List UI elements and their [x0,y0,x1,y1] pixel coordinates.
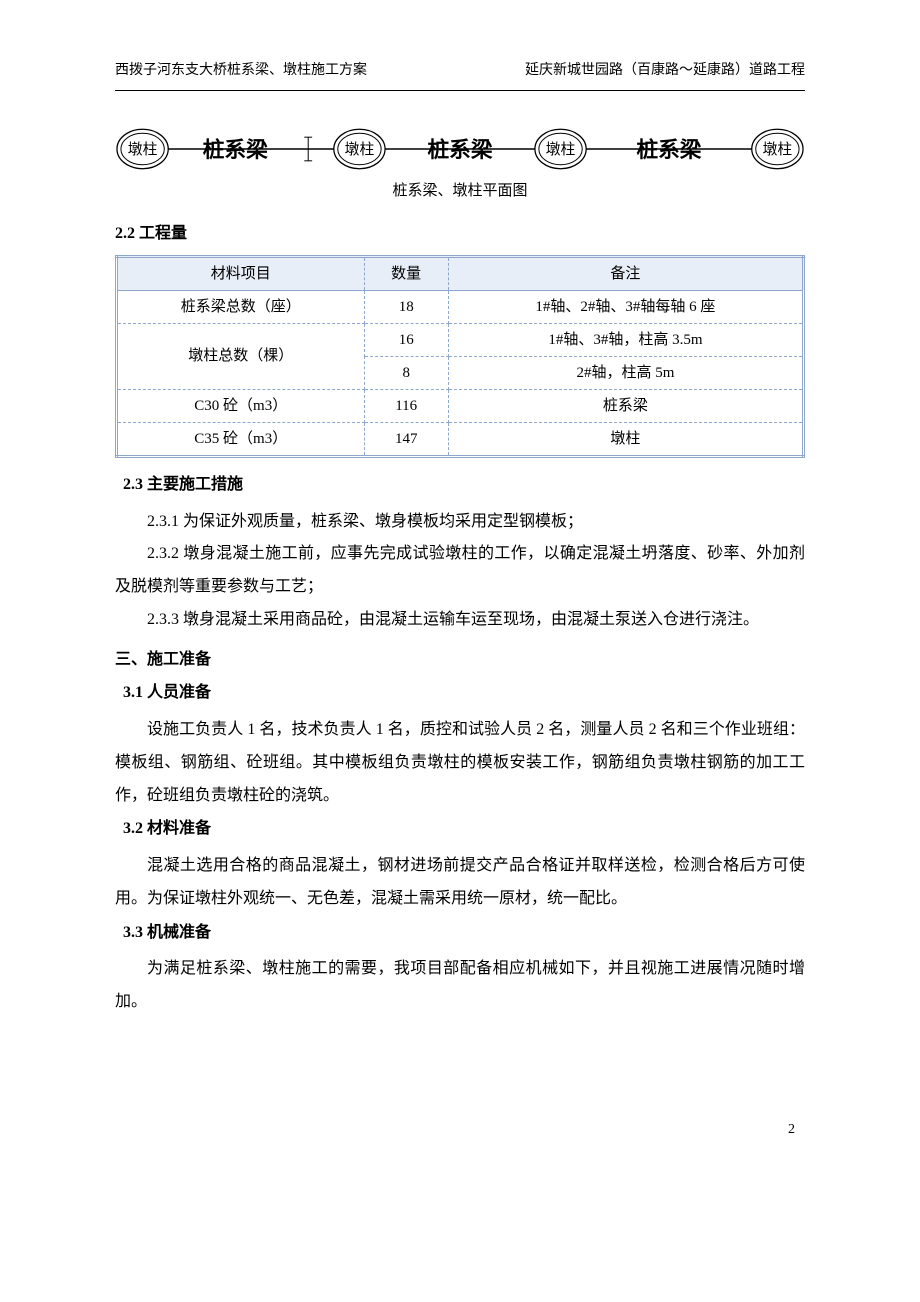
table-row: C30 砼（m3） 116 桩系梁 [117,389,804,422]
pier-node: 墩柱 [117,130,168,169]
page-header: 西拨子河东支大桥桩系梁、墩柱施工方案 延庆新城世园路（百康路～延康路）道路工程 [115,60,805,91]
section-33-title: 3.3 机械准备 [115,920,805,946]
quantity-table: 材料项目 数量 备注 桩系梁总数（座） 18 1#轴、2#轴、3#轴每轴 6 座… [115,255,805,458]
cell: 8 [364,356,448,389]
pier-label: 墩柱 [345,141,375,158]
para-31: 设施工负责人 1 名，技术负责人 1 名，质控和试验人员 2 名，测量人员 2 … [115,714,805,812]
table-row: 桩系梁总数（座） 18 1#轴、2#轴、3#轴每轴 6 座 [117,290,804,323]
section-32-title: 3.2 材料准备 [115,816,805,842]
pier-label: 墩柱 [763,141,793,158]
pier-node: 墩柱 [535,130,586,169]
col-header: 材料项目 [117,256,365,290]
col-header: 数量 [364,256,448,290]
plan-diagram-svg: 墩柱 墩柱 墩柱 墩柱 桩系梁 桩系梁 桩系梁 [115,119,805,179]
section-3-title: 三、施工准备 [115,647,805,673]
cell: 墩柱总数（棵） [117,323,365,389]
section-31-title: 3.1 人员准备 [115,680,805,706]
cell: 1#轴、3#轴，柱高 3.5m [448,323,803,356]
section-23-title: 2.3 主要施工措施 [115,472,805,498]
pier-node: 墩柱 [752,130,803,169]
beam-label: 桩系梁 [636,137,701,162]
table-row: 墩柱总数（棵） 16 1#轴、3#轴，柱高 3.5m [117,323,804,356]
plan-diagram: 墩柱 墩柱 墩柱 墩柱 桩系梁 桩系梁 桩系梁 [115,119,805,179]
cell: C30 砼（m3） [117,389,365,422]
pier-label: 墩柱 [546,141,576,158]
cell: 桩系梁总数（座） [117,290,365,323]
cell: 桩系梁 [448,389,803,422]
cell: 墩柱 [448,422,803,456]
para-232: 2.3.2 墩身混凝土施工前，应事先完成试验墩柱的工作，以确定混凝土坍落度、砂率… [115,538,805,604]
table-row: C35 砼（m3） 147 墩柱 [117,422,804,456]
header-right: 延庆新城世园路（百康路～延康路）道路工程 [525,60,805,82]
pier-node: 墩柱 [334,130,385,169]
section-22-title: 2.2 工程量 [115,221,805,247]
beam-label: 桩系梁 [427,137,492,162]
beam-label: 桩系梁 [203,137,268,162]
cell: C35 砼（m3） [117,422,365,456]
para-233: 2.3.3 墩身混凝土采用商品砼，由混凝土运输车运至现场，由混凝土泵送入仓进行浇… [115,604,805,637]
pier-label: 墩柱 [128,141,158,158]
cell: 147 [364,422,448,456]
cell: 116 [364,389,448,422]
diagram-caption: 桩系梁、墩柱平面图 [115,179,805,203]
para-33: 为满足桩系梁、墩柱施工的需要，我项目部配备相应机械如下，并且视施工进展情况随时增… [115,953,805,1019]
cell: 18 [364,290,448,323]
header-left: 西拨子河东支大桥桩系梁、墩柱施工方案 [115,60,367,82]
cell: 16 [364,323,448,356]
para-231: 2.3.1 为保证外观质量，桩系梁、墩身模板均采用定型钢模板； [115,506,805,539]
cell: 2#轴，柱高 5m [448,356,803,389]
table-header-row: 材料项目 数量 备注 [117,256,804,290]
para-32: 混凝土选用合格的商品混凝土，钢材进场前提交产品合格证并取样送检，检测合格后方可使… [115,850,805,916]
page-number: 2 [115,1119,805,1141]
cell: 1#轴、2#轴、3#轴每轴 6 座 [448,290,803,323]
col-header: 备注 [448,256,803,290]
